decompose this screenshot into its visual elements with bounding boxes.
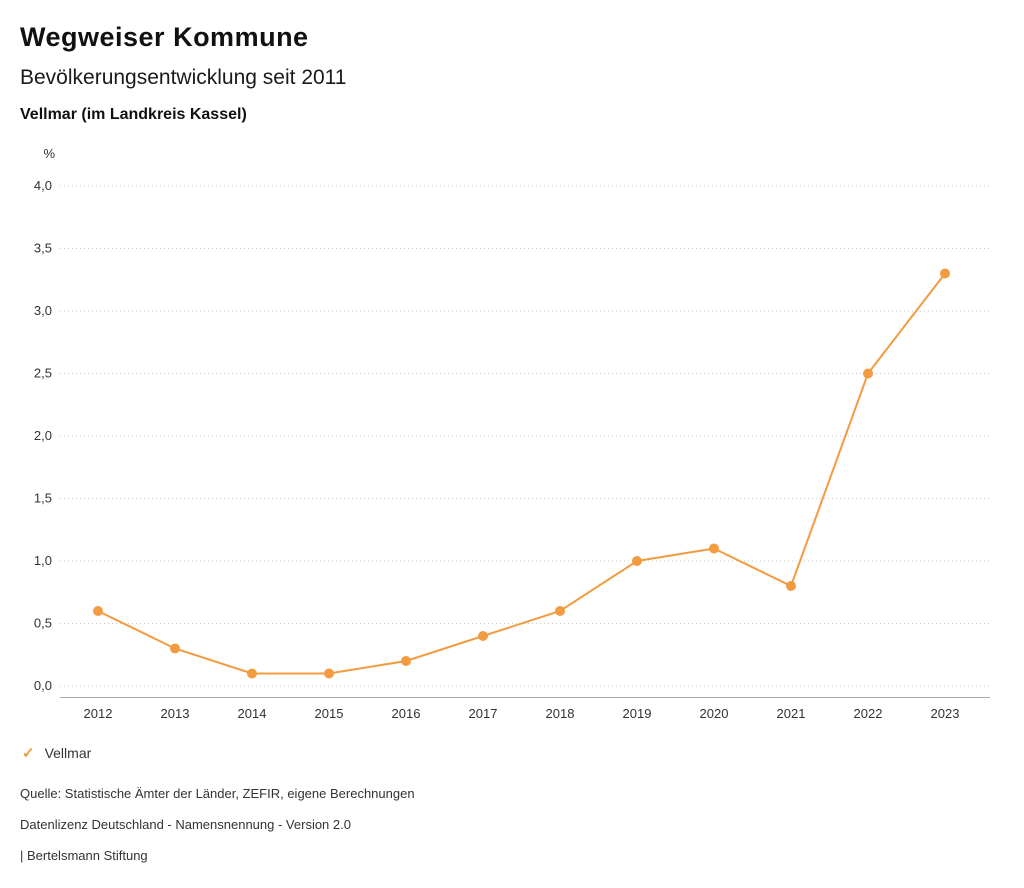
chart-title: Bevölkerungsentwicklung seit 2011 [20, 66, 347, 89]
data-point [93, 606, 103, 616]
x-tick-label: 2019 [623, 706, 652, 720]
data-point [478, 631, 488, 641]
page-title: Wegweiser Kommune [20, 22, 309, 52]
x-tick-label: 2018 [546, 706, 575, 720]
y-tick-label: 3,0 [34, 303, 52, 318]
y-tick-label: 1,0 [34, 553, 52, 568]
data-point [247, 668, 257, 679]
data-point [940, 268, 950, 279]
attribution-text: | Bertelsmann Stiftung [20, 848, 148, 863]
check-icon: ✓ [22, 744, 35, 762]
series-line [97, 272, 946, 675]
x-tick-label: 2023 [931, 706, 960, 720]
data-point [863, 368, 873, 379]
legend-item-vellmar[interactable]: ✓ Vellmar [22, 745, 91, 761]
y-axis-unit-label: % [43, 146, 55, 161]
x-tick-label: 2012 [84, 706, 113, 720]
chart-legend: ✓ Vellmar [22, 745, 91, 761]
x-tick-label: 2017 [469, 706, 498, 720]
x-tick-label: 2013 [161, 706, 190, 720]
x-tick-label: 2015 [315, 706, 344, 720]
x-tick-label: 2020 [700, 706, 729, 720]
x-tick-label: 2022 [854, 706, 883, 720]
x-tick-label: 2021 [777, 706, 806, 720]
x-tick-label: 2016 [392, 706, 421, 720]
y-tick-label: 2,5 [34, 366, 52, 381]
data-point [786, 581, 796, 591]
y-tick-label: 1,5 [34, 491, 52, 506]
data-point [632, 556, 642, 566]
y-tick-label: 0,5 [34, 616, 52, 631]
chart-subtitle-location: Vellmar (im Landkreis Kassel) [20, 106, 247, 123]
y-tick-label: 3,5 [34, 241, 52, 256]
y-tick-label: 2,0 [34, 428, 52, 443]
data-point [170, 643, 180, 654]
license-text: Datenlizenz Deutschland - Namensnennung … [20, 817, 351, 832]
data-point [555, 606, 565, 616]
y-tick-label: 0,0 [34, 678, 52, 693]
y-tick-label: 4,0 [34, 178, 52, 193]
chart-area: % 0,0 0,5 1,0 1,5 2,0 2,5 3,0 3,5 4,0 2012 2013 2014… [0, 140, 1024, 721]
source-text: Quelle: Statistische Ämter der Länder, Z… [20, 786, 415, 801]
data-point [401, 656, 411, 666]
legend-item-label: Vellmar [44, 745, 92, 761]
line-chart: % 0,0 0,5 1,0 1,5 2,0 2,5 3,0 3,5 4,0 2012 2013 2014… [34, 146, 990, 721]
data-point [324, 668, 334, 679]
x-tick-label: 2014 [238, 706, 267, 720]
data-point [709, 543, 719, 554]
